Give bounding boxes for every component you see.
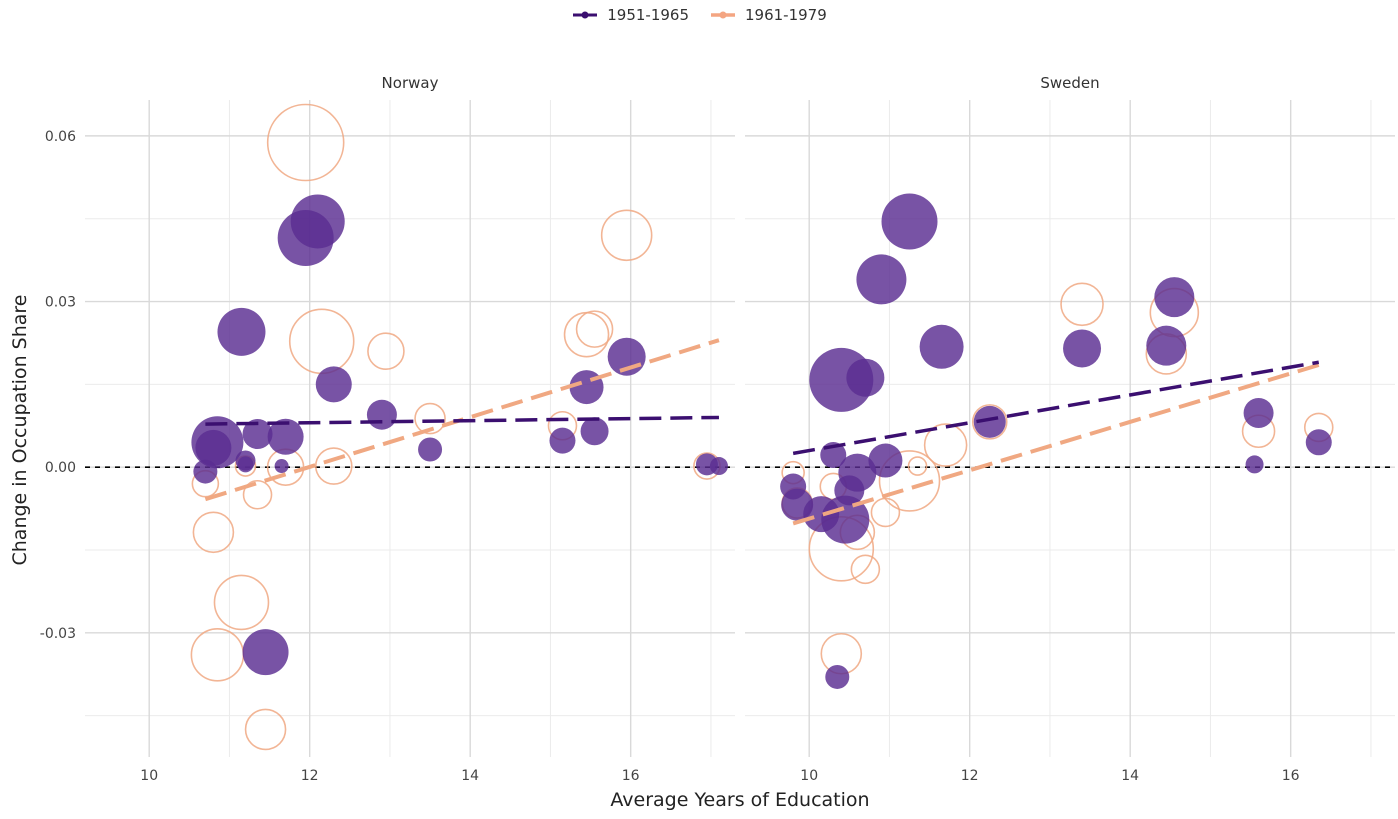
point-1961-1979 bbox=[213, 574, 270, 631]
point-1951-1965 bbox=[1305, 429, 1332, 456]
y-tick-label: 0.00 bbox=[45, 460, 76, 476]
trend-line-1951-1965 bbox=[205, 415, 719, 426]
point-1951-1965 bbox=[366, 399, 397, 430]
x-tick-label: 10 bbox=[140, 768, 158, 784]
point-1951-1965 bbox=[315, 366, 352, 403]
x-tick-label: 12 bbox=[301, 768, 319, 784]
legend-item-1951-1965: 1951-1965 bbox=[571, 6, 689, 24]
x-tick-label: 12 bbox=[961, 768, 979, 784]
legend-key-1961-1979-icon bbox=[711, 11, 735, 19]
point-1951-1965 bbox=[237, 456, 254, 473]
point-1961-1979 bbox=[244, 708, 287, 751]
panels: Norway 10 12 14 16 -0.03 0.00 0.03 0.06 Sweden 10 1… bbox=[40, 74, 1395, 784]
point-1951-1965 bbox=[881, 193, 938, 250]
point-1951-1965 bbox=[242, 419, 273, 450]
point-1951-1965 bbox=[418, 437, 443, 462]
point-1951-1965 bbox=[267, 418, 304, 455]
point-1951-1965 bbox=[1245, 455, 1264, 474]
point-1961-1979 bbox=[288, 308, 355, 375]
panel-title: Sweden bbox=[1040, 74, 1099, 92]
y-tick-label: 0.03 bbox=[45, 295, 76, 311]
point-1951-1965 bbox=[973, 405, 1006, 438]
point-1951-1965 bbox=[1063, 329, 1102, 368]
x-tick-label: 10 bbox=[800, 768, 818, 784]
trend-line-1951-1965 bbox=[792, 360, 1320, 456]
point-1951-1965 bbox=[290, 194, 345, 249]
y-tick-label: -0.03 bbox=[40, 626, 76, 642]
point-1961-1979 bbox=[242, 479, 273, 510]
x-tick-label: 16 bbox=[622, 768, 640, 784]
point-1961-1979 bbox=[192, 511, 235, 554]
legend-item-1961-1979: 1961-1979 bbox=[709, 6, 827, 24]
point-1951-1965 bbox=[191, 416, 244, 469]
point-1961-1979 bbox=[600, 209, 653, 262]
point-1951-1965 bbox=[242, 629, 289, 676]
point-1951-1965 bbox=[1154, 277, 1195, 318]
point-1961-1979 bbox=[575, 310, 614, 348]
legend-key-1951-1965-icon bbox=[573, 11, 598, 19]
point-1961-1979 bbox=[1060, 282, 1104, 327]
point-1961-1979 bbox=[923, 423, 968, 467]
panel-norway: Norway 10 12 14 16 -0.03 0.00 0.03 0.06 bbox=[40, 74, 735, 784]
x-tick-label: 16 bbox=[1282, 768, 1300, 784]
point-1951-1965 bbox=[549, 427, 576, 454]
point-1951-1965 bbox=[838, 453, 877, 492]
point-1951-1965 bbox=[569, 370, 604, 405]
legend: 1951-1965 1961-1979 bbox=[0, 6, 1398, 24]
point-1951-1965 bbox=[856, 254, 907, 305]
x-tick-label: 14 bbox=[461, 768, 479, 784]
point-1961-1979 bbox=[266, 103, 345, 182]
point-1961-1979 bbox=[971, 404, 1008, 440]
y-axis-title: Change in Occupation Share bbox=[9, 294, 31, 565]
point-1961-1979 bbox=[190, 628, 245, 682]
point-1961-1979 bbox=[563, 311, 610, 358]
point-1951-1965 bbox=[217, 307, 266, 356]
legend-label-1961-1979: 1961-1979 bbox=[745, 6, 827, 24]
point-1961-1979 bbox=[314, 447, 353, 485]
point-1951-1965 bbox=[846, 358, 885, 397]
point-1961-1979 bbox=[870, 497, 901, 528]
point-1951-1965 bbox=[868, 443, 903, 478]
point-1961-1979 bbox=[414, 402, 446, 435]
panel-title: Norway bbox=[382, 74, 439, 92]
point-1961-1979 bbox=[878, 450, 941, 512]
point-1961-1979 bbox=[907, 456, 928, 476]
point-1951-1965 bbox=[821, 495, 870, 544]
point-1951-1965 bbox=[919, 324, 964, 369]
point-1951-1965 bbox=[1146, 325, 1187, 366]
x-axis-title: Average Years of Education bbox=[610, 789, 869, 811]
point-1951-1965 bbox=[580, 417, 609, 446]
legend-label-1951-1965: 1951-1965 bbox=[607, 6, 689, 24]
x-tick-label: 14 bbox=[1121, 768, 1139, 784]
point-1951-1965 bbox=[709, 457, 728, 476]
point-1961-1979 bbox=[367, 332, 405, 371]
point-1951-1965 bbox=[1243, 398, 1274, 429]
panel-sweden: Sweden 10 12 14 16 bbox=[745, 74, 1395, 784]
point-1951-1965 bbox=[274, 459, 289, 474]
point-1951-1965 bbox=[825, 664, 850, 689]
y-tick-label: 0.06 bbox=[45, 129, 76, 145]
point-1961-1979 bbox=[850, 554, 881, 585]
